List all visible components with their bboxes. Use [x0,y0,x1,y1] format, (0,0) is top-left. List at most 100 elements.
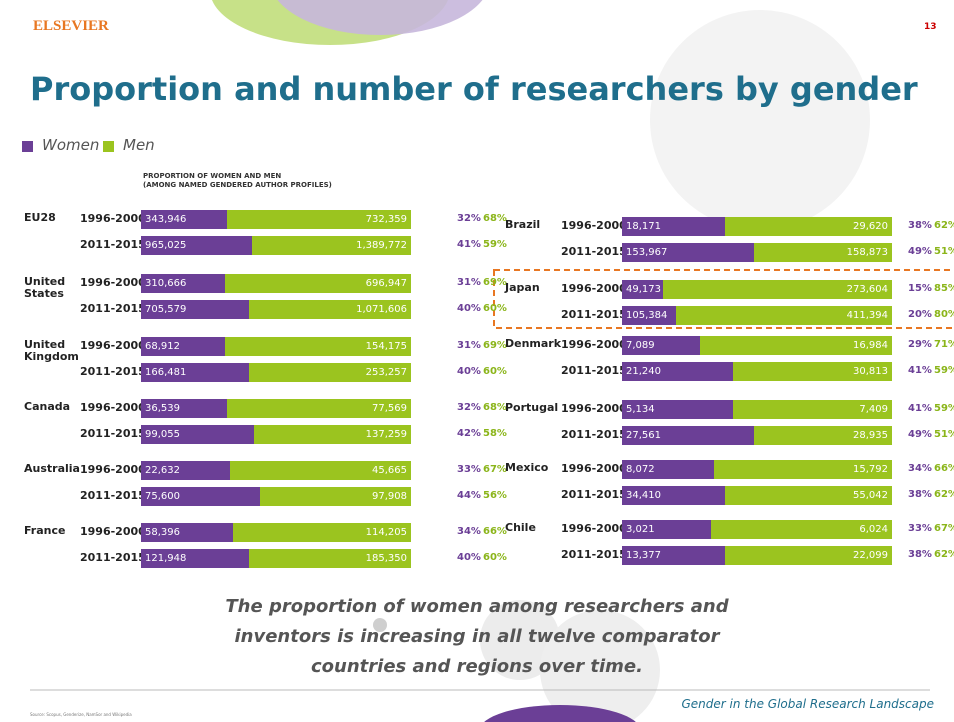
caption-line: inventors is increasing in all twelve co… [234,626,720,647]
bar-value-label: 114,205 [365,526,407,538]
bar-segment: 22,099 [724,545,892,565]
bar-segment: 696,947 [224,273,411,293]
percent-label: 62% [934,220,954,231]
bar-segment: 7,409 [732,399,892,419]
brand: ELSEVIER [33,18,109,34]
period-label: 1996-2000 [80,276,146,289]
bar-value-label: 97,908 [371,490,407,502]
bar-value-label: 99,055 [145,428,180,440]
percent-label: 41% [908,403,932,414]
period-label: 2011-2015 [561,364,627,377]
percent-label: 41% [908,365,932,376]
country-label: Brazil [505,218,541,231]
bar-value-label: 411,394 [846,309,888,321]
bar-segment: 6,024 [711,519,892,539]
bar-segment: 58,396 [141,522,233,542]
percent-label: 66% [483,526,507,537]
percent-label: 67% [934,523,954,534]
bar-segment: 965,025 [141,235,252,255]
percent-label: 32% [457,213,481,224]
bar-value-label: 185,350 [365,552,407,564]
percent-label: 38% [908,220,932,231]
bar-segment: 30,813 [732,361,892,381]
bar-segment: 273,604 [662,279,892,299]
bar-segment: 310,666 [141,273,225,293]
period-label: 1996-2000 [561,282,627,295]
bar-value-label: 273,604 [846,283,888,295]
bar-segment: 154,175 [224,336,411,356]
bar-segment: 253,257 [249,362,411,382]
percent-label: 20% [908,309,932,320]
bar-value-label: 18,171 [626,220,661,232]
bar-segment: 732,359 [227,209,411,229]
period-label: 2011-2015 [561,245,627,258]
country-label: Portugal [505,401,559,414]
bar-segment: 1,389,772 [251,235,411,255]
percent-label: 60% [483,303,507,314]
subtitle-line: (among named gendered author profiles) [143,181,332,189]
bar-value-label: 121,948 [145,552,187,564]
legend-label: Women [42,136,100,154]
bar-segment: 45,665 [230,460,411,480]
period-label: 2011-2015 [80,302,146,315]
country-label: Mexico [505,461,549,474]
bar-value-label: 5,134 [626,403,655,415]
bar-value-label: 36,539 [145,402,180,414]
bar-segment: 68,912 [141,336,225,356]
bar-value-label: 1,389,772 [356,239,407,251]
period-label: 2011-2015 [561,308,627,321]
bar-value-label: 75,600 [145,490,180,502]
percent-label: 33% [457,464,481,475]
percent-label: 44% [457,490,481,501]
bar-value-label: 7,089 [626,339,655,351]
bar-segment: 105,384 [622,305,676,325]
legend-swatch [22,141,33,152]
bar-segment: 55,042 [724,485,892,505]
percent-label: 60% [483,366,507,377]
country-label: Canada [24,400,71,413]
percent-label: 68% [483,213,507,224]
bar-value-label: 49,173 [626,283,661,295]
bar-value-label: 253,257 [365,366,407,378]
country-label: Chile [505,521,536,534]
bar-value-label: 27,561 [626,429,661,441]
percent-label: 62% [934,489,954,500]
bar-value-label: 29,620 [852,220,888,232]
bar-value-label: 8,072 [626,463,655,475]
bar-segment: 99,055 [141,424,255,444]
period-label: 1996-2000 [80,212,146,225]
bar-segment: 15,792 [713,459,892,479]
bar-value-label: 343,946 [145,213,187,225]
bar-value-label: 77,569 [371,402,407,414]
percent-label: 71% [934,339,954,350]
bar-value-label: 13,377 [626,549,661,561]
bar-segment: 3,021 [622,519,712,539]
country-label: Australia [24,462,80,475]
period-label: 2011-2015 [561,548,627,561]
bar-value-label: 6,024 [859,523,888,535]
period-label: 1996-2000 [561,522,627,535]
bar-value-label: 28,935 [852,429,888,441]
bar-segment: 121,948 [141,548,249,568]
percent-label: 62% [934,549,954,560]
percent-label: 59% [934,403,954,414]
bar-value-label: 696,947 [365,277,407,289]
period-label: 2011-2015 [80,365,146,378]
percent-label: 42% [457,428,481,439]
bar-segment: 343,946 [141,209,228,229]
percent-label: 29% [908,339,932,350]
percent-label: 38% [908,489,932,500]
percent-label: 59% [934,365,954,376]
percent-label: 51% [934,429,954,440]
period-label: 2011-2015 [561,488,627,501]
bar-segment: 13,377 [622,545,725,565]
percent-label: 31% [457,340,481,351]
bar-value-label: 34,410 [626,489,661,501]
bar-value-label: 3,021 [626,523,655,535]
bar-segment: 22,632 [141,460,231,480]
caption: The proportion of women among researcher… [0,592,954,682]
caption-line: countries and regions over time. [311,656,643,677]
country-label: United States [24,275,66,300]
percent-label: 59% [483,239,507,250]
caption-line: The proportion of women among researcher… [225,596,729,617]
